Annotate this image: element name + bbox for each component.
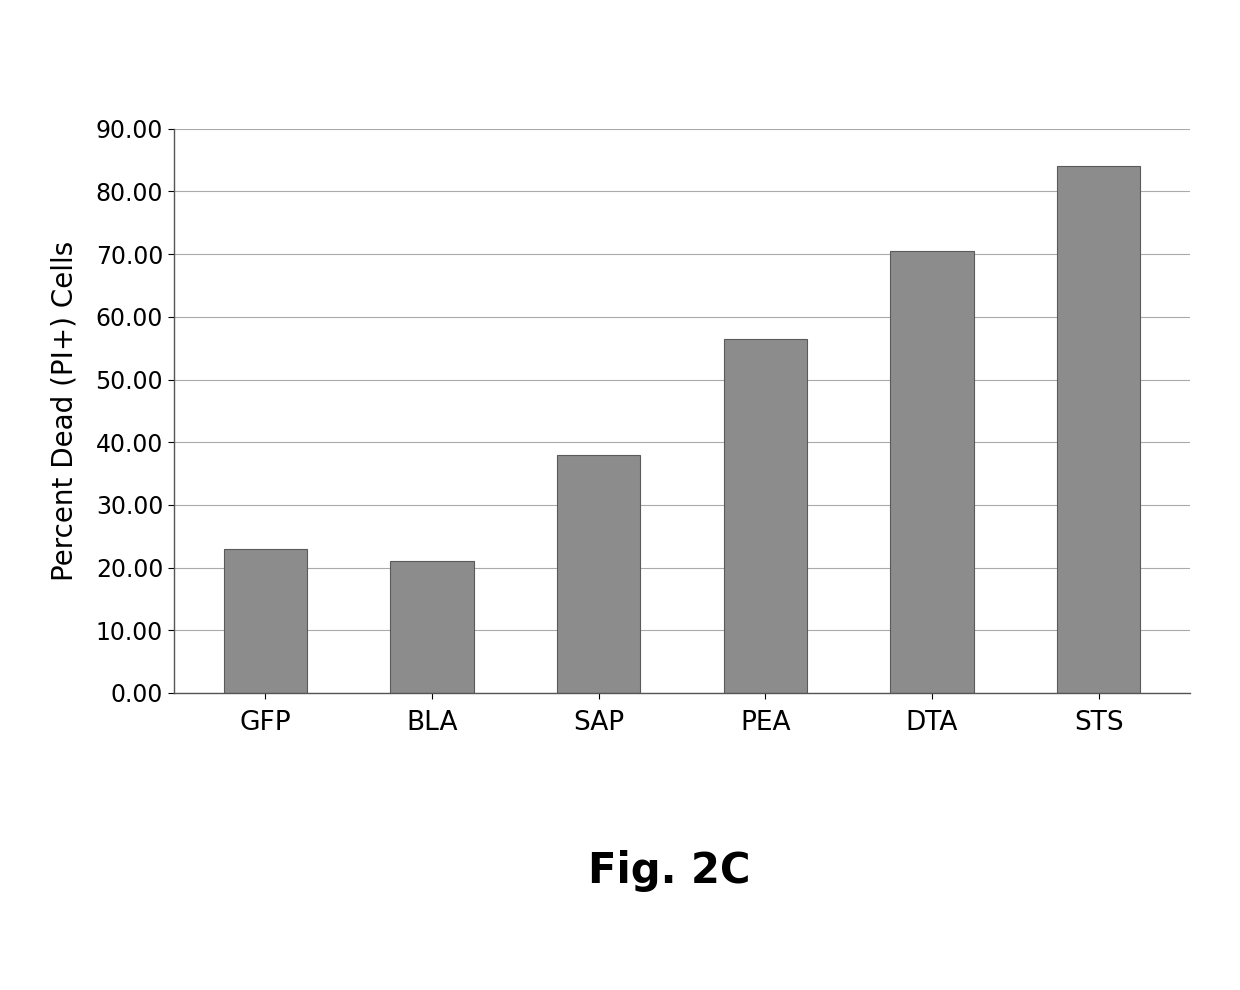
Bar (890, 251, 973, 693)
Bar (391, 561, 474, 693)
Bar (724, 339, 807, 693)
Y-axis label: Percent Dead (PI+) Cells: Percent Dead (PI+) Cells (51, 241, 79, 581)
Bar (223, 548, 308, 693)
Bar (1056, 166, 1141, 693)
Text: Fig. 2C: Fig. 2C (588, 850, 751, 892)
Bar (557, 454, 640, 693)
